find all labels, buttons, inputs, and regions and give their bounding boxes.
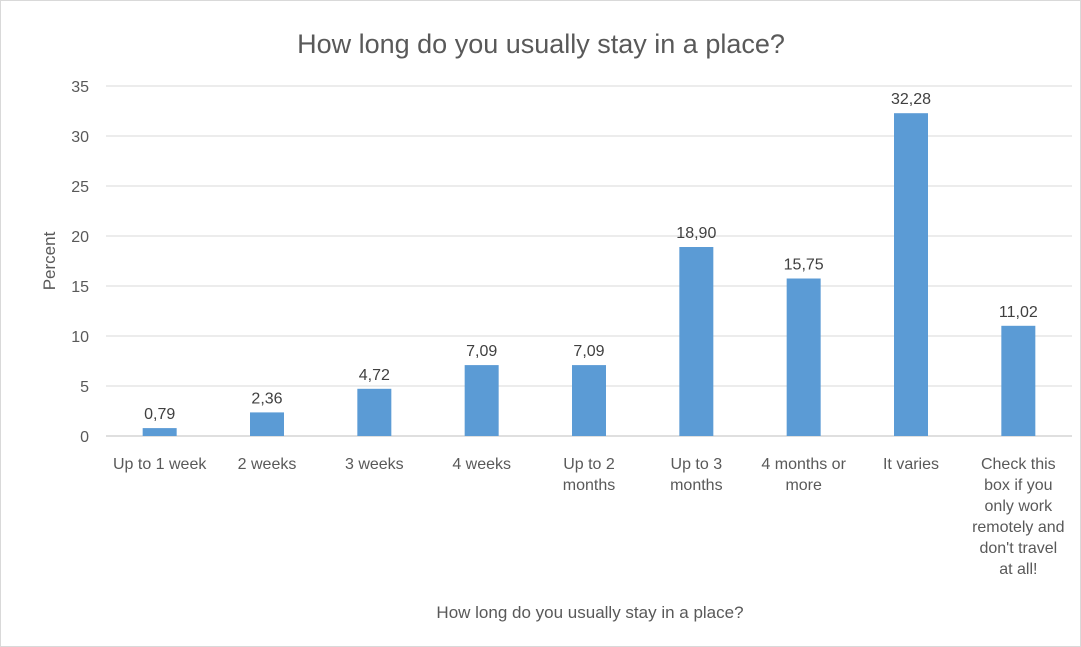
x-category-label-line: 2 weeks <box>238 456 297 473</box>
x-category-label-line: 4 weeks <box>452 456 511 473</box>
bar <box>572 365 606 436</box>
x-category-label: Up to 2 months <box>563 456 615 494</box>
x-category-label-line: more <box>785 477 822 494</box>
x-category-label-line: months <box>563 477 615 494</box>
x-category-label-line: 4 months or <box>761 456 846 473</box>
data-label: 2,36 <box>251 390 282 407</box>
x-category-label-line: only work <box>985 498 1054 515</box>
y-tick-label: 25 <box>71 179 89 196</box>
bar <box>464 365 499 436</box>
x-category-label: 3 weeks <box>345 456 404 473</box>
bar <box>786 278 821 436</box>
bar <box>357 388 392 436</box>
bar <box>679 247 714 436</box>
bar <box>142 428 177 436</box>
x-category-label: 4 weeks <box>452 456 511 473</box>
x-category-label-line: Up to 2 <box>563 456 615 473</box>
y-tick-label: 30 <box>71 129 89 146</box>
x-category-label-line: at all! <box>999 561 1037 578</box>
data-labels: 0,79 2,36 4,72 7,09 7,09 18,90 15,75 32,28 11,02 <box>144 91 1038 423</box>
data-label: 7,09 <box>466 343 497 360</box>
x-category-label-line: Up to 1 week <box>113 456 207 473</box>
y-axis-title: Percent <box>40 231 59 290</box>
y-tick-label: 5 <box>80 379 89 396</box>
x-category-label-line: don't travel <box>979 540 1057 557</box>
x-category-label-line: Check this <box>981 456 1056 473</box>
x-category-label-line: box if you <box>984 477 1052 494</box>
x-category-label: Up to 3 months <box>670 456 722 494</box>
data-label: 7,09 <box>573 343 604 360</box>
y-tick-label: 35 <box>71 79 89 96</box>
x-category-label: 2 weeks <box>238 456 297 473</box>
y-tick-label: 20 <box>71 229 89 246</box>
x-axis-labels: Up to 1 week 2 weeks 3 weeks 4 weeks Up to 2… <box>113 456 1065 578</box>
data-label: 4,72 <box>359 367 390 384</box>
x-category-label: Up to 1 week <box>113 456 207 473</box>
y-tick-label: 10 <box>71 329 89 346</box>
x-axis-title: How long do you usually stay in a place? <box>436 603 743 622</box>
data-label: 18,90 <box>676 225 716 242</box>
x-category-label: 4 months or more <box>761 456 846 494</box>
data-label: 11,02 <box>999 304 1038 321</box>
x-category-label: It varies <box>883 456 939 473</box>
x-category-label-line: Up to 3 <box>671 456 723 473</box>
data-label: 0,79 <box>144 406 175 423</box>
x-category-label-line: 3 weeks <box>345 456 404 473</box>
x-category-label-line: months <box>670 477 722 494</box>
bar <box>250 412 284 436</box>
x-category-label-line: remotely and <box>972 519 1065 536</box>
bar <box>894 113 928 436</box>
x-category-label: Check this box if you only work remotely an… <box>972 456 1065 578</box>
y-tick-label: 0 <box>80 429 89 446</box>
data-label: 32,28 <box>891 91 931 108</box>
chart-title: How long do you usually stay in a place? <box>297 29 785 59</box>
bars <box>142 113 1036 436</box>
data-label: 15,75 <box>784 257 824 274</box>
y-tick-label: 15 <box>71 279 89 296</box>
x-category-label-line: It varies <box>883 456 939 473</box>
gridlines <box>106 85 1072 437</box>
bar <box>1001 325 1036 436</box>
y-axis-ticks: 0 5 10 15 20 25 30 35 <box>71 79 89 446</box>
